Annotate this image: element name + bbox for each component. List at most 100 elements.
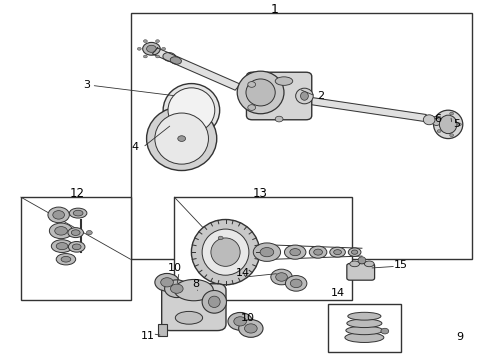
Bar <box>174 197 352 300</box>
Ellipse shape <box>56 243 68 250</box>
Ellipse shape <box>437 116 441 119</box>
Ellipse shape <box>156 40 159 42</box>
Ellipse shape <box>365 261 374 267</box>
Ellipse shape <box>168 88 215 132</box>
Ellipse shape <box>237 71 284 114</box>
Ellipse shape <box>48 207 70 223</box>
Ellipse shape <box>144 55 147 58</box>
Text: 6: 6 <box>434 114 441 124</box>
Ellipse shape <box>330 247 345 257</box>
Ellipse shape <box>358 257 366 264</box>
Ellipse shape <box>440 115 457 134</box>
Text: 8: 8 <box>193 279 200 289</box>
Ellipse shape <box>171 284 183 293</box>
Ellipse shape <box>423 115 435 125</box>
Text: 14: 14 <box>331 288 344 298</box>
Ellipse shape <box>253 243 281 261</box>
Ellipse shape <box>170 57 181 64</box>
Ellipse shape <box>192 220 260 285</box>
Ellipse shape <box>61 256 71 262</box>
Polygon shape <box>305 97 426 121</box>
Ellipse shape <box>178 136 186 141</box>
Ellipse shape <box>56 253 75 265</box>
Ellipse shape <box>165 280 189 298</box>
Ellipse shape <box>143 42 160 55</box>
Text: 9: 9 <box>456 332 463 342</box>
Bar <box>21 197 130 300</box>
Ellipse shape <box>70 208 87 218</box>
Ellipse shape <box>72 230 80 235</box>
Ellipse shape <box>248 105 256 111</box>
Ellipse shape <box>437 130 441 132</box>
Ellipse shape <box>156 55 159 58</box>
Text: 10: 10 <box>241 313 254 323</box>
Text: 5: 5 <box>453 120 461 129</box>
Bar <box>158 324 167 336</box>
Ellipse shape <box>218 236 223 240</box>
FancyBboxPatch shape <box>162 284 226 330</box>
Ellipse shape <box>290 279 302 288</box>
Ellipse shape <box>290 249 300 256</box>
Ellipse shape <box>346 326 383 335</box>
Ellipse shape <box>345 333 384 342</box>
Ellipse shape <box>161 278 173 287</box>
Ellipse shape <box>174 279 213 301</box>
FancyBboxPatch shape <box>347 264 374 280</box>
Ellipse shape <box>350 261 360 267</box>
Ellipse shape <box>300 92 308 100</box>
Ellipse shape <box>348 312 381 320</box>
Ellipse shape <box>73 210 83 216</box>
Ellipse shape <box>248 82 256 87</box>
Ellipse shape <box>69 242 85 252</box>
Ellipse shape <box>260 248 274 257</box>
Ellipse shape <box>202 229 249 275</box>
Ellipse shape <box>163 84 220 137</box>
Ellipse shape <box>351 250 358 254</box>
Ellipse shape <box>275 77 293 85</box>
Ellipse shape <box>86 230 92 235</box>
Ellipse shape <box>432 116 441 125</box>
Ellipse shape <box>450 112 454 115</box>
Text: 11: 11 <box>141 330 154 341</box>
Ellipse shape <box>246 79 275 106</box>
Ellipse shape <box>163 53 176 62</box>
Ellipse shape <box>450 134 454 136</box>
Text: 15: 15 <box>394 260 408 270</box>
Ellipse shape <box>458 123 461 126</box>
Ellipse shape <box>309 246 327 258</box>
Text: 4: 4 <box>132 143 139 152</box>
Polygon shape <box>152 48 240 90</box>
Ellipse shape <box>285 245 306 259</box>
Ellipse shape <box>234 317 246 326</box>
Ellipse shape <box>144 40 147 42</box>
Ellipse shape <box>147 45 156 52</box>
Bar <box>328 303 401 351</box>
Ellipse shape <box>381 328 389 334</box>
Ellipse shape <box>239 320 263 337</box>
Ellipse shape <box>51 240 73 252</box>
Ellipse shape <box>208 296 220 307</box>
Ellipse shape <box>275 116 283 122</box>
Ellipse shape <box>202 291 226 313</box>
Ellipse shape <box>314 249 322 255</box>
Ellipse shape <box>245 324 257 333</box>
Ellipse shape <box>137 48 141 50</box>
Ellipse shape <box>276 273 288 281</box>
Text: 10: 10 <box>168 263 181 273</box>
Ellipse shape <box>162 48 166 50</box>
Ellipse shape <box>334 250 342 255</box>
Text: 2: 2 <box>317 91 324 101</box>
Bar <box>130 13 471 259</box>
Ellipse shape <box>434 110 463 139</box>
Ellipse shape <box>211 238 240 266</box>
Ellipse shape <box>155 113 208 164</box>
Ellipse shape <box>49 223 73 239</box>
Ellipse shape <box>73 244 81 250</box>
Ellipse shape <box>295 88 313 104</box>
FancyBboxPatch shape <box>246 72 312 120</box>
Text: 12: 12 <box>70 187 84 200</box>
Ellipse shape <box>347 319 382 328</box>
Text: 1: 1 <box>270 3 278 15</box>
Ellipse shape <box>286 275 307 291</box>
Ellipse shape <box>348 248 361 256</box>
